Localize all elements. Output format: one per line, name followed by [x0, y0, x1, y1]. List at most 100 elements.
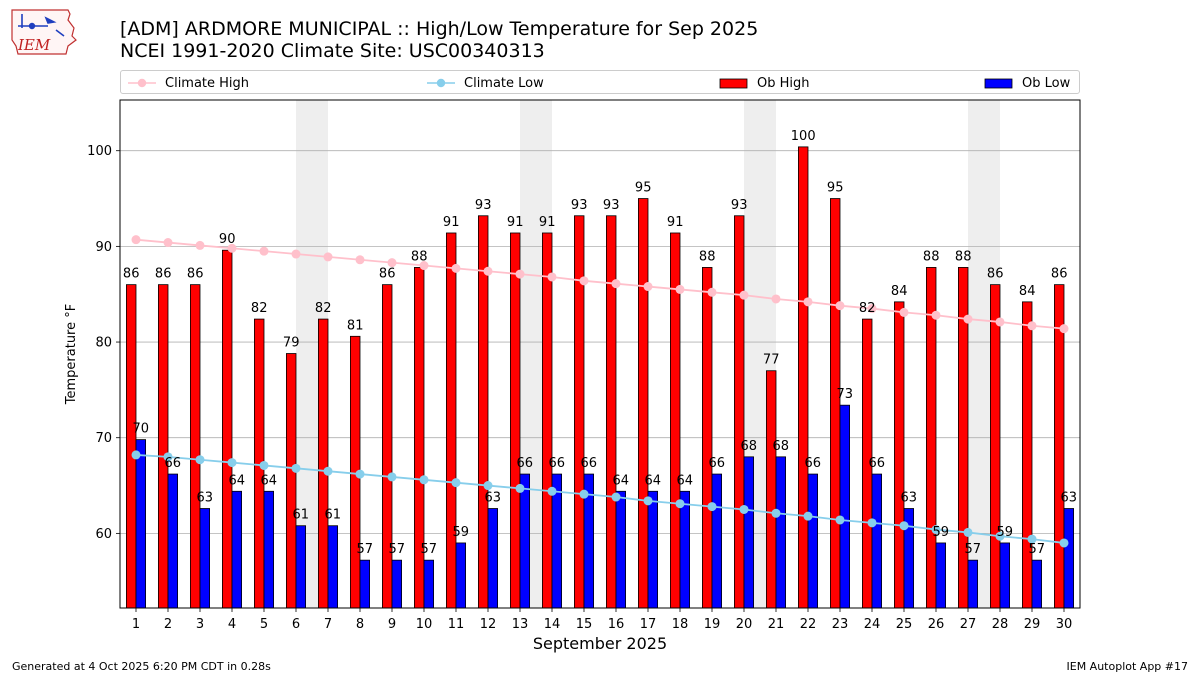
- climate-high-point: [803, 297, 813, 307]
- ob-low-label: 73: [837, 387, 854, 402]
- climate-low-point: [835, 515, 845, 525]
- ob-low-bar: [519, 473, 531, 609]
- x-tick-label: 8: [356, 617, 364, 632]
- ob-low-label: 57: [965, 542, 982, 557]
- climate-high-point: [515, 269, 525, 279]
- ob-low-label: 63: [1061, 491, 1078, 506]
- climate-low-point: [195, 455, 205, 465]
- ob-high-bar: [638, 198, 649, 609]
- ob-high-label: 95: [635, 181, 652, 196]
- ob-low-bar: [647, 490, 659, 609]
- x-tick-label: 16: [608, 617, 625, 632]
- legend-climate-high-swatch: [128, 78, 156, 88]
- climate-high-point: [451, 263, 461, 273]
- climate-low-point: [707, 502, 717, 512]
- climate-low-point: [515, 483, 525, 493]
- ob-low-label: 63: [901, 491, 918, 506]
- ob-low-label: 66: [805, 456, 822, 471]
- ob-low-label: 64: [645, 473, 662, 488]
- ob-high-bar: [509, 232, 521, 609]
- ob-low-label: 64: [261, 473, 278, 488]
- x-tick-label: 4: [228, 617, 236, 632]
- ob-high-label: 82: [315, 301, 332, 316]
- ob-high-label: 77: [763, 353, 780, 368]
- ob-high-bar: [126, 284, 137, 609]
- climate-high-point: [579, 276, 589, 286]
- ob-high-label: 95: [827, 181, 844, 196]
- climate-high-point: [771, 294, 781, 304]
- ob-low-label: 68: [741, 439, 758, 454]
- climate-high-point: [259, 246, 269, 256]
- climate-high-point: [483, 266, 493, 276]
- ob-high-bar: [702, 267, 713, 609]
- climate-low-point: [227, 458, 237, 468]
- ob-low-label: 66: [165, 456, 182, 471]
- ob-high-label: 86: [379, 267, 396, 282]
- climate-high-point: [963, 314, 973, 324]
- ob-high-bar: [1054, 284, 1065, 609]
- ob-low-bar: [679, 490, 691, 609]
- ob-low-bar: [199, 508, 211, 609]
- ob-high-label: 82: [251, 301, 268, 316]
- x-tick-label: 14: [544, 617, 561, 632]
- legend-climate-high: Climate High: [127, 74, 249, 92]
- ob-low-bar: [263, 490, 275, 609]
- ob-high-label: 91: [667, 215, 684, 230]
- climate-low-point: [771, 508, 781, 518]
- ob-low-bar: [167, 473, 179, 609]
- climate-low-point: [579, 489, 589, 499]
- ob-high-label: 91: [539, 215, 556, 230]
- ob-high-bar: [381, 284, 393, 609]
- ob-low-label: 61: [325, 508, 342, 523]
- ob-low-bar: [743, 456, 755, 609]
- ob-low-label: 59: [997, 525, 1014, 540]
- ob-high-bar: [574, 215, 585, 609]
- ob-high-label: 100: [791, 129, 816, 144]
- ob-low-label: 57: [1029, 542, 1046, 557]
- ob-high-label: 88: [923, 249, 940, 264]
- ob-low-bar: [135, 439, 147, 609]
- x-tick-label: 2: [164, 617, 172, 632]
- ob-high-label: 93: [731, 198, 748, 213]
- legend-ob-low-swatch: [984, 78, 1013, 89]
- climate-high-point: [643, 282, 653, 292]
- ob-high-bar: [317, 318, 329, 609]
- y-tick-label: 100: [87, 144, 112, 159]
- x-tick-label: 13: [512, 617, 529, 632]
- ob-high-bar: [445, 232, 457, 609]
- climate-low-point: [131, 450, 141, 460]
- chart-subtitle: NCEI 1991-2020 Climate Site: USC00340313: [120, 40, 545, 62]
- x-tick-label: 15: [576, 617, 593, 632]
- climate-high-point: [195, 240, 205, 250]
- ob-low-bar: [1063, 508, 1075, 609]
- climate-high-point: [867, 304, 877, 314]
- ob-high-bar: [1022, 301, 1033, 609]
- y-tick-label: 80: [95, 336, 112, 351]
- ob-high-label: 86: [155, 267, 172, 282]
- ob-low-bar: [871, 473, 883, 609]
- x-tick-label: 27: [960, 617, 977, 632]
- ob-low-bar: [999, 542, 1011, 609]
- climate-low-point: [931, 525, 941, 535]
- ob-high-label: 79: [283, 336, 300, 351]
- climate-low-point: [451, 478, 461, 488]
- ob-high-bar: [542, 232, 553, 609]
- climate-high-point: [163, 238, 173, 248]
- climate-low-point: [259, 460, 269, 470]
- climate-high-point: [419, 261, 429, 271]
- legend-ob-high-swatch: [719, 78, 748, 89]
- climate-low-point: [483, 481, 493, 491]
- climate-high-point: [675, 284, 685, 294]
- ob-low-label: 64: [613, 473, 630, 488]
- y-tick-label: 90: [95, 240, 112, 255]
- climate-low-point: [995, 531, 1005, 541]
- x-tick-label: 20: [736, 617, 753, 632]
- legend-climate-low: Climate Low: [426, 74, 544, 92]
- ob-high-label: 86: [1051, 267, 1068, 282]
- climate-high-point: [739, 290, 749, 300]
- y-tick-label: 60: [95, 527, 112, 542]
- ob-low-bar: [807, 473, 819, 609]
- ob-high-label: 88: [699, 249, 716, 264]
- ob-low-label: 63: [197, 491, 214, 506]
- ob-low-label: 57: [421, 542, 438, 557]
